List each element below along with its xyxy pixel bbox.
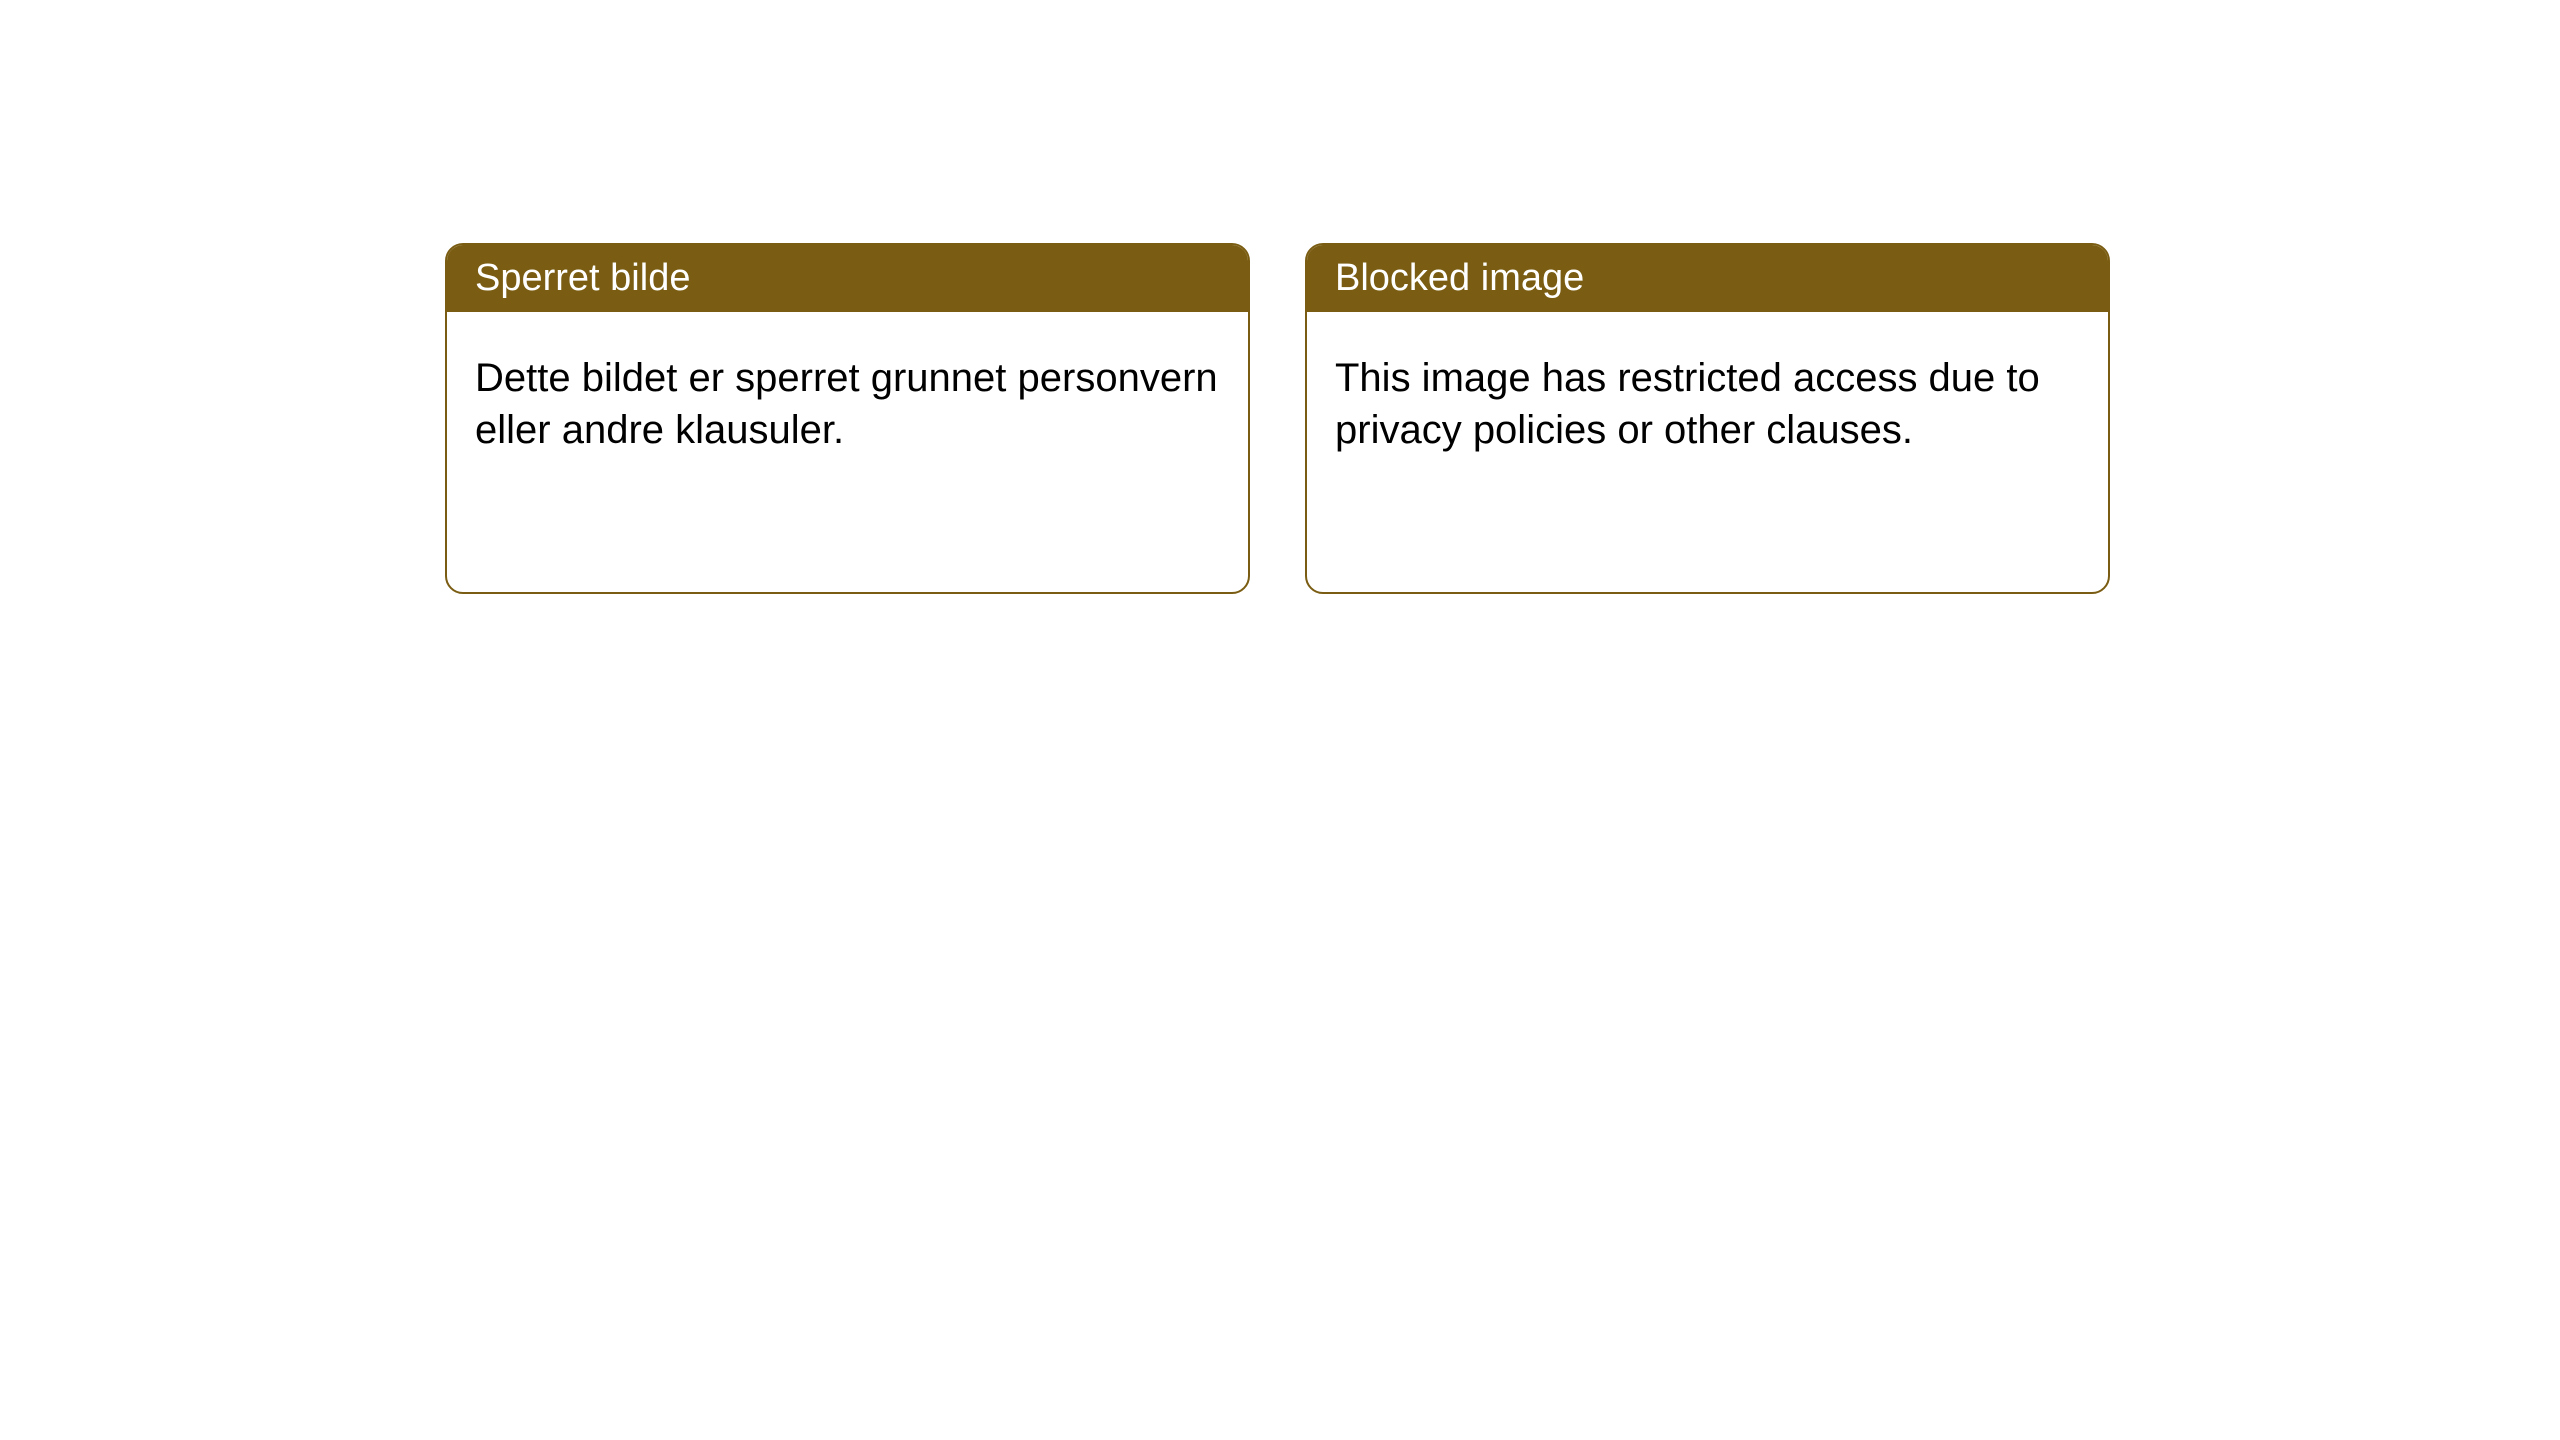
card-body: This image has restricted access due to … xyxy=(1307,312,2108,592)
notice-card-english: Blocked image This image has restricted … xyxy=(1305,243,2110,594)
card-title: Sperret bilde xyxy=(447,245,1248,312)
card-body: Dette bildet er sperret grunnet personve… xyxy=(447,312,1248,592)
card-title: Blocked image xyxy=(1307,245,2108,312)
notice-cards-container: Sperret bilde Dette bildet er sperret gr… xyxy=(0,0,2560,594)
notice-card-norwegian: Sperret bilde Dette bildet er sperret gr… xyxy=(445,243,1250,594)
